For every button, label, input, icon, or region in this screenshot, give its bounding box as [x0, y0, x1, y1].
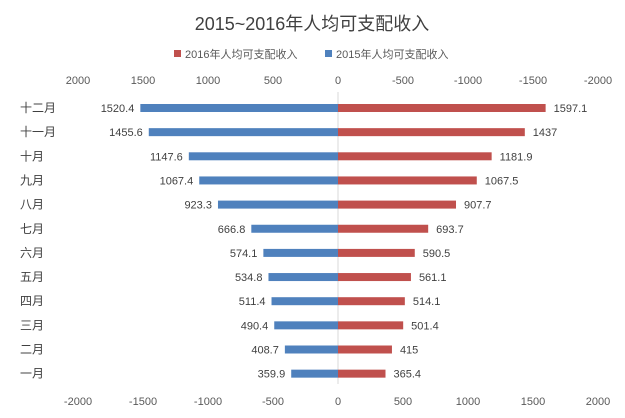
bars: 365.4 359.9 415 408.7 501.4 490.4 514.1 511.4 56…: [101, 103, 588, 381]
data-label-2016: 365.4: [394, 369, 422, 381]
bar-2015: [284, 345, 338, 354]
data-label-2016: 415: [400, 345, 418, 357]
bar-2016: [338, 128, 525, 137]
legend-label-1: 2016年人均可支配收入: [185, 47, 297, 61]
bottom-tick-label: 1000: [456, 396, 480, 408]
category-label: 六月: [20, 246, 44, 260]
category-label: 二月: [20, 343, 44, 357]
bar-2015: [291, 369, 338, 378]
category-label: 七月: [20, 222, 44, 236]
bar-2016: [338, 200, 457, 209]
bar-2016: [338, 273, 411, 282]
bar-2015: [188, 152, 338, 161]
bar-2016: [338, 297, 405, 306]
data-label-2015: 574.1: [230, 248, 258, 260]
bottom-tick-label: 0: [335, 396, 341, 408]
bottom-tick-label: -500: [262, 396, 284, 408]
legend-label-2: 2015年人均可支配收入: [336, 47, 448, 61]
data-label-2016: 1597.1: [554, 103, 588, 115]
top-tick-label: 1500: [131, 75, 155, 87]
bar-2016: [338, 176, 477, 185]
category-label: 十月: [20, 149, 44, 163]
axes: 2000 -2000 1500 -1500 1000 -1000 500 -500 0 0 -500…: [20, 75, 612, 408]
data-label-2015: 1520.4: [101, 103, 135, 115]
chart-title: 2015~2016年人均可支配收入: [195, 14, 430, 34]
data-label-2016: 1437: [533, 127, 557, 139]
bar-2015: [271, 297, 338, 306]
top-tick-label: -2000: [584, 75, 612, 87]
data-label-2016: 561.1: [419, 272, 447, 284]
category-label: 十二月: [20, 101, 56, 115]
data-label-2015: 490.4: [241, 320, 269, 332]
bar-2016: [338, 152, 492, 161]
bottom-tick-label: 500: [394, 396, 412, 408]
data-label-2016: 501.4: [411, 320, 439, 332]
data-label-2015: 511.4: [239, 296, 266, 308]
top-tick-label: -1000: [454, 75, 482, 87]
data-label-2015: 1147.6: [150, 151, 183, 163]
bar-2015: [199, 176, 338, 185]
data-label-2016: 514.1: [413, 296, 441, 308]
legend: 2016年人均可支配收入 2015年人均可支配收入: [174, 47, 448, 61]
bar-2015: [263, 248, 338, 257]
bottom-tick-label: 2000: [586, 396, 610, 408]
data-label-2016: 693.7: [436, 224, 464, 236]
bar-2016: [338, 248, 415, 257]
bar-2015: [274, 321, 338, 330]
data-label-2015: 923.3: [184, 200, 212, 212]
bar-2015: [251, 224, 338, 233]
bar-2015: [140, 104, 338, 112]
top-tick-label: -1500: [519, 75, 547, 87]
top-tick-label: 0: [335, 75, 341, 87]
bar-2016: [338, 321, 404, 330]
data-label-2016: 907.7: [464, 200, 492, 212]
bar-2016: [338, 345, 392, 354]
data-label-2015: 534.8: [235, 272, 263, 284]
category-label: 三月: [20, 318, 44, 332]
bar-2016: [338, 369, 386, 378]
bottom-tick-label: -1500: [129, 396, 157, 408]
data-label-2016: 590.5: [423, 248, 451, 260]
bar-2015: [148, 128, 338, 137]
category-label: 四月: [20, 294, 44, 308]
data-label-2015: 359.9: [258, 369, 286, 381]
data-label-2016: 1181.9: [500, 151, 533, 163]
bar-2015: [217, 200, 338, 209]
top-tick-label: 2000: [66, 75, 90, 87]
category-label: 一月: [20, 367, 44, 381]
category-label: 八月: [20, 198, 44, 212]
top-tick-label: -500: [392, 75, 414, 87]
category-label: 五月: [20, 270, 44, 284]
category-label: 十一月: [20, 125, 56, 139]
data-label-2015: 408.7: [251, 345, 279, 357]
bar-2016: [338, 104, 546, 112]
bar-2015: [268, 273, 338, 282]
bottom-tick-label: -1000: [194, 396, 222, 408]
top-tick-label: 500: [264, 75, 282, 87]
bottom-tick-label: 1500: [521, 396, 545, 408]
bar-2016: [338, 224, 429, 233]
top-tick-label: 1000: [196, 75, 220, 87]
legend-swatch-1: [174, 50, 181, 57]
category-label: 九月: [20, 173, 44, 187]
data-label-2015: 1067.4: [160, 175, 194, 187]
legend-swatch-2: [325, 50, 332, 57]
bottom-tick-label: -2000: [64, 396, 92, 408]
data-label-2016: 1067.5: [485, 175, 519, 187]
data-label-2015: 1455.6: [109, 127, 143, 139]
data-label-2015: 666.8: [218, 224, 246, 236]
